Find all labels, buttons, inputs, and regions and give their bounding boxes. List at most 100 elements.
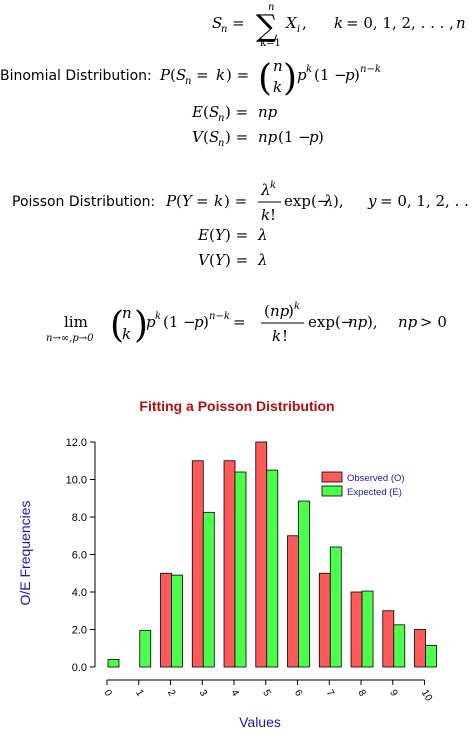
svg-text:,: , <box>302 14 307 32</box>
svg-text:(: ( <box>170 66 176 84</box>
svg-text:=: = <box>232 14 245 32</box>
x-tick-label: 9 <box>387 688 400 699</box>
svg-text:np: np <box>258 128 278 146</box>
svg-text:(: ( <box>203 103 209 121</box>
expected-bar <box>361 590 374 668</box>
svg-text:(1 −: (1 − <box>163 313 196 331</box>
expected-bar <box>107 659 120 668</box>
chart-title: Fitting a Poisson Distribution <box>139 398 334 414</box>
svg-text:(: ( <box>203 128 209 146</box>
svg-text:=: = <box>196 192 209 210</box>
svg-text:p: p <box>309 128 319 146</box>
svg-text:n: n <box>456 14 466 32</box>
svg-text:k: k <box>270 180 276 191</box>
svg-text:Y: Y <box>215 226 227 244</box>
equation-limit: lim n→∞,p→0 ( n k ) p k (1 − p ) n−k = (… <box>0 301 474 346</box>
svg-text:): ) <box>134 305 148 346</box>
svg-text:(: ( <box>258 58 272 99</box>
equation-poisson-variance: V ( Y ) = λ <box>0 251 474 269</box>
observed-bar <box>350 591 363 668</box>
legend-swatch <box>321 485 343 497</box>
chart-svg: Fitting a Poisson Distribution 0.0 2.0 4.0 6… <box>17 398 437 730</box>
expected-bar <box>234 471 247 668</box>
svg-text:lim: lim <box>64 313 88 331</box>
x-tick-label: 7 <box>324 688 337 699</box>
svg-text:p: p <box>297 66 307 84</box>
svg-text:n→∞,p→0: n→∞,p→0 <box>46 333 94 344</box>
svg-text:V: V <box>198 251 211 269</box>
expected-bar <box>329 546 342 668</box>
svg-text:) =: ) = <box>224 192 247 210</box>
svg-text:Y: Y <box>182 192 194 210</box>
svg-text:S: S <box>212 14 222 32</box>
equation-binomial-mean: E ( S n ) = np <box>0 103 474 124</box>
svg-text:(: ( <box>176 192 182 210</box>
x-tick-label: 2 <box>165 688 178 699</box>
equation-binomial-pmf: Binomial Distribution: P ( S n = k ) = (… <box>0 57 474 99</box>
svg-text:exp(−: exp(− <box>308 313 353 331</box>
poisson-fit-chart: Fitting a Poisson Distribution 0.0 2.0 4.0 6… <box>0 385 474 741</box>
observed-bar <box>287 535 299 668</box>
svg-text:(: ( <box>209 251 215 269</box>
svg-text:S: S <box>209 103 219 121</box>
svg-text:Y: Y <box>215 251 227 269</box>
svg-text:λ: λ <box>260 181 271 199</box>
legend-swatch <box>321 471 343 483</box>
y-tick-label: 2.0 <box>72 625 87 637</box>
equation-sum: S n = ∑ n k=1 X i , k = 0, 1, 2, . . . ,… <box>0 2 474 49</box>
svg-text:∑: ∑ <box>256 9 278 44</box>
svg-text:E: E <box>191 103 203 121</box>
legend-label: Expected (E) <box>347 487 402 498</box>
x-tick-label: 8 <box>355 688 368 699</box>
x-tick-label: 1 <box>133 688 146 699</box>
equation-binomial-variance: V ( S n ) = np (1 − p ) <box>0 128 474 149</box>
svg-text:y: y <box>367 192 377 210</box>
svg-text:k: k <box>122 325 131 343</box>
svg-text:n: n <box>273 57 283 75</box>
svg-text:n: n <box>218 138 224 149</box>
svg-text:n: n <box>218 113 224 124</box>
svg-text:): ) <box>354 66 360 84</box>
svg-text:np: np <box>348 313 368 331</box>
svg-text:n−k: n−k <box>209 311 230 322</box>
y-tick-label: 4.0 <box>72 587 87 599</box>
svg-text:n−k: n−k <box>360 64 381 75</box>
svg-text:): ) <box>318 128 324 146</box>
svg-text:(: ( <box>264 302 270 320</box>
svg-text:) =: ) = <box>225 103 248 121</box>
expected-bar <box>202 511 215 668</box>
svg-text:=: = <box>233 313 246 331</box>
expected-bar <box>171 574 183 668</box>
svg-text:k: k <box>261 206 270 224</box>
expected-bar <box>425 645 437 668</box>
svg-text:P: P <box>159 66 171 84</box>
x-tick-label: 4 <box>228 688 241 699</box>
observed-bar <box>191 460 204 668</box>
svg-text:n: n <box>221 24 227 35</box>
svg-text:(: ( <box>110 305 124 346</box>
svg-text:λ: λ <box>257 251 268 269</box>
observed-bar <box>318 572 331 668</box>
svg-text:): ) <box>283 58 297 99</box>
svg-text:k: k <box>216 66 225 84</box>
x-tick-label: 5 <box>260 688 273 699</box>
svg-text:) =: ) = <box>225 251 248 269</box>
svg-text:) =: ) = <box>226 66 249 84</box>
svg-text:P: P <box>165 192 177 210</box>
svg-text:> 0: > 0 <box>420 313 447 331</box>
svg-text:V: V <box>192 128 205 146</box>
svg-text:exp(−: exp(− <box>284 192 329 210</box>
svg-text:p: p <box>146 313 156 331</box>
svg-text:E: E <box>197 226 209 244</box>
svg-text:k: k <box>214 192 223 210</box>
svg-text:np: np <box>270 302 290 320</box>
svg-text:(1 −: (1 − <box>278 128 311 146</box>
svg-text:p: p <box>345 66 355 84</box>
svg-text:(1 −: (1 − <box>314 66 347 84</box>
svg-text:(: ( <box>209 226 215 244</box>
x-tick-label: 0 <box>101 688 114 699</box>
equation-poisson-mean: E ( Y ) = λ <box>0 226 474 244</box>
svg-text:k: k <box>306 64 312 75</box>
svg-text:k: k <box>334 14 343 32</box>
